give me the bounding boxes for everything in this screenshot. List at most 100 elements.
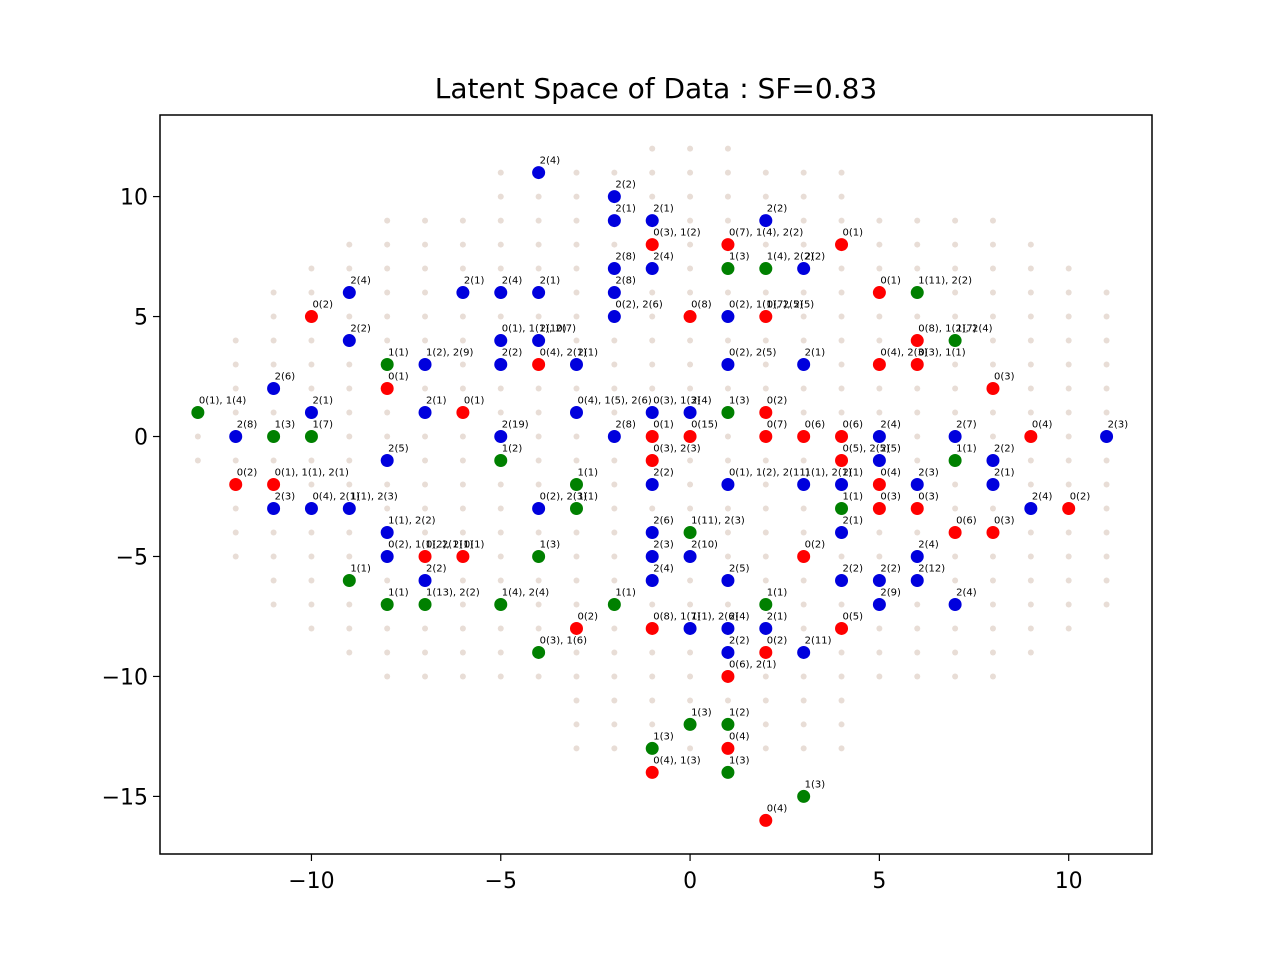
grid-point [876, 529, 883, 536]
grid-point [459, 529, 466, 536]
grid-point [724, 505, 731, 512]
grid-point [573, 745, 580, 752]
data-point-red [645, 454, 659, 468]
grid-point [762, 577, 769, 584]
data-point-blue [872, 454, 886, 468]
grid-point [573, 553, 580, 560]
point-label: 1(1) [388, 587, 409, 598]
grid-point [1065, 265, 1072, 272]
grid-point [270, 601, 277, 608]
grid-point [384, 217, 391, 224]
data-point-green [759, 262, 773, 276]
grid-point [384, 673, 391, 680]
grid-point [687, 385, 694, 392]
grid-point [687, 169, 694, 176]
grid-point [1027, 529, 1034, 536]
grid-point [1065, 625, 1072, 632]
grid-point [914, 649, 921, 656]
grid-point [384, 649, 391, 656]
grid-point [952, 265, 959, 272]
grid-point [687, 241, 694, 248]
data-point-blue [645, 478, 659, 491]
grid-point [952, 505, 959, 512]
point-label: 2(1) [994, 468, 1015, 479]
grid-point [1027, 601, 1034, 608]
grid-point [1065, 361, 1072, 368]
data-point-red [418, 549, 432, 563]
data-point-blue [721, 621, 735, 635]
grid-point [876, 241, 883, 248]
grid-point [270, 337, 277, 344]
grid-point [573, 529, 580, 536]
point-label: 0(3) [994, 372, 1015, 383]
data-point-blue [986, 454, 1000, 468]
grid-point [762, 481, 769, 488]
point-label: 2(2) [805, 252, 826, 263]
grid-point [346, 649, 353, 656]
point-label: 0(1) [880, 276, 901, 287]
data-point-red [1062, 501, 1076, 515]
point-label: 1(4), 2(4) [502, 587, 550, 598]
grid-point [687, 673, 694, 680]
grid-point [459, 481, 466, 488]
grid-point [649, 721, 656, 728]
data-point-green [948, 334, 962, 348]
point-label: 0(3), 1(3) [653, 396, 701, 407]
grid-point [989, 265, 996, 272]
data-point-blue [759, 621, 773, 635]
grid-point [497, 385, 504, 392]
grid-point [1103, 553, 1110, 560]
point-label: 0(2) [805, 539, 826, 550]
grid-point [384, 433, 391, 440]
grid-point [422, 289, 429, 296]
grid-point [649, 385, 656, 392]
point-label: 2(4) [350, 276, 371, 287]
grid-point [876, 313, 883, 320]
data-point-green [380, 358, 394, 372]
point-label: 2(9) [880, 587, 901, 598]
data-point-blue [797, 358, 811, 372]
grid-point [724, 697, 731, 704]
point-label: 0(1) [464, 396, 485, 407]
data-point-green [835, 501, 849, 515]
grid-point [649, 337, 656, 344]
grid-point [497, 625, 504, 632]
grid-point [497, 217, 504, 224]
grid-point [1027, 577, 1034, 584]
point-label: 2(3) [918, 468, 939, 479]
data-point-blue [607, 190, 621, 204]
data-point-blue [532, 334, 546, 348]
data-point-blue [645, 549, 659, 563]
grid-point [687, 649, 694, 656]
data-point-red [759, 310, 773, 324]
grid-point [989, 505, 996, 512]
data-point-green [683, 525, 697, 539]
point-label: 0(2) [312, 300, 333, 311]
grid-point [649, 361, 656, 368]
grid-point [1065, 409, 1072, 416]
grid-point [535, 217, 542, 224]
background-grid-points [194, 145, 1110, 752]
y-tick-label: −15 [102, 785, 148, 810]
grid-point [724, 553, 731, 560]
point-label: 2(19) [502, 420, 529, 431]
grid-point [573, 217, 580, 224]
grid-point [1065, 385, 1072, 392]
data-point-red [910, 501, 924, 515]
point-label: 2(2) [426, 563, 447, 574]
grid-point [989, 673, 996, 680]
grid-point [649, 697, 656, 704]
grid-point [497, 193, 504, 200]
grid-point [687, 481, 694, 488]
grid-point [1065, 481, 1072, 488]
grid-point [762, 529, 769, 536]
data-point-blue [835, 478, 849, 491]
grid-point [838, 313, 845, 320]
point-label: 1(7) [312, 420, 333, 431]
grid-point [497, 553, 504, 560]
data-point-blue [607, 430, 621, 444]
grid-point [800, 289, 807, 296]
data-point-blue [267, 382, 281, 396]
grid-point [346, 241, 353, 248]
data-point-blue [872, 573, 886, 587]
